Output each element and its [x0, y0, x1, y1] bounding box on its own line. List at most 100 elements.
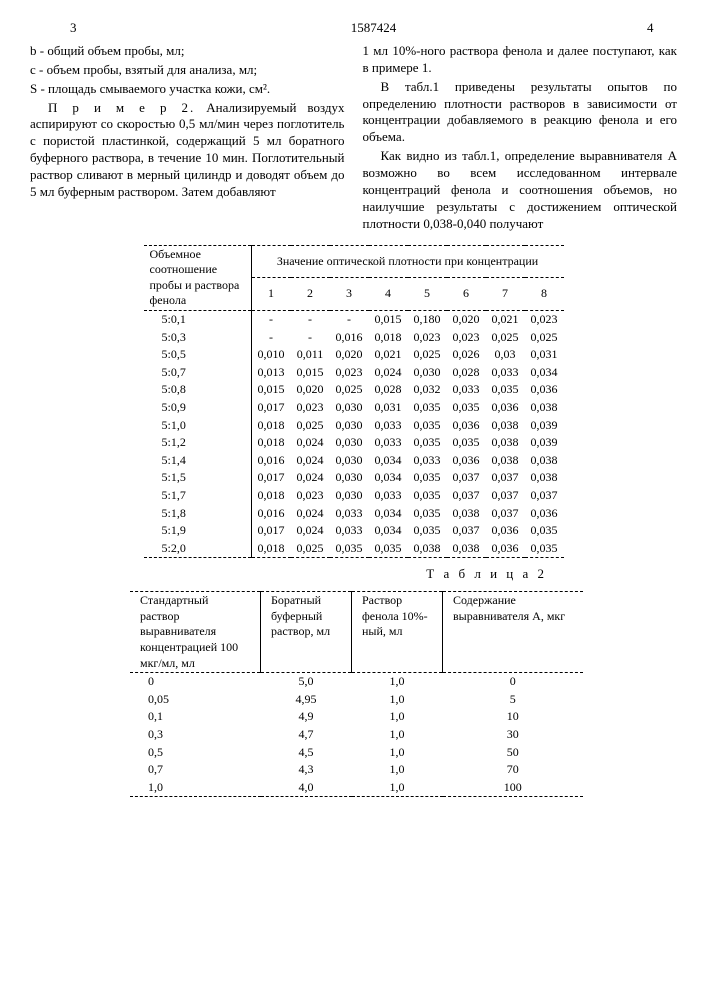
t1-cell: 0,038 [447, 540, 486, 558]
table-row: 5:0,1---0,0150,1800,0200,0210,023 [144, 311, 564, 329]
t1-cell: 0,034 [525, 364, 564, 382]
t2-header: Боратный буферный раствор, мл [261, 592, 352, 673]
t1-cell: 0,025 [486, 329, 525, 347]
t1-cell: - [251, 311, 291, 329]
page-number-right: 4 [647, 20, 677, 37]
t1-rowhead: 5:0,5 [144, 346, 252, 364]
t1-col-6: 6 [447, 278, 486, 311]
t1-cell: 0,013 [251, 364, 291, 382]
t1-rowhead: 5:0,3 [144, 329, 252, 347]
t1-cell: 0,024 [291, 469, 330, 487]
t1-cell: 0,033 [330, 505, 369, 523]
t2-cell: 4,95 [261, 691, 352, 709]
t1-cell: 0,033 [408, 452, 447, 470]
t1-cell: 0,017 [251, 469, 291, 487]
t1-cell: 0,025 [408, 346, 447, 364]
t1-cell: 0,031 [369, 399, 408, 417]
t1-rowhead: 5:0,8 [144, 381, 252, 399]
t1-cell: 0,023 [291, 399, 330, 417]
t1-cell: 0,025 [291, 540, 330, 558]
t1-col-7: 7 [486, 278, 525, 311]
t2-cell: 50 [443, 744, 584, 762]
t1-cell: 0,038 [447, 505, 486, 523]
t1-cell: 0,018 [251, 434, 291, 452]
table-row: 0,054,951,05 [130, 691, 583, 709]
t1-rowhead: 5:1,0 [144, 417, 252, 435]
t1-cell: 0,037 [447, 469, 486, 487]
t1-rowhead: 5:1,7 [144, 487, 252, 505]
t1-cell: 0,036 [486, 540, 525, 558]
t1-cell: 0,018 [369, 329, 408, 347]
t1-cell: 0,031 [525, 346, 564, 364]
t1-cell: 0,180 [408, 311, 447, 329]
text-columns: b - общий объем пробы, мл; c - объем про… [30, 43, 677, 235]
table-row: 5:0,70,0130,0150,0230,0240,0300,0280,033… [144, 364, 564, 382]
t1-cell: 0,011 [291, 346, 330, 364]
t2-cell: 1,0 [352, 673, 443, 691]
t1-cell: 0,034 [369, 469, 408, 487]
t2-header: Содержание выравнивателя А, мкг [443, 592, 584, 673]
t1-cell: 0,038 [525, 399, 564, 417]
t1-col-4: 4 [369, 278, 408, 311]
table-row: 5:1,50,0170,0240,0300,0340,0350,0370,037… [144, 469, 564, 487]
right-p2: В табл.1 приведены результаты опытов по … [363, 79, 678, 147]
header-row: 3 1587424 4 [30, 20, 677, 37]
t1-col-8: 8 [525, 278, 564, 311]
t2-cell: 0,5 [130, 744, 261, 762]
table-1: Объемное соотношение пробы и раствора фе… [144, 245, 564, 559]
t2-header: Раствор фенола 10%-ный, мл [352, 592, 443, 673]
t1-rowhead: 5:0,7 [144, 364, 252, 382]
t1-rowhead: 5:0,1 [144, 311, 252, 329]
t1-cell: 0,024 [291, 452, 330, 470]
t2-cell: 5,0 [261, 673, 352, 691]
table-1-body: 5:0,1---0,0150,1800,0200,0210,0235:0,3--… [144, 311, 564, 558]
t1-cell: 0,015 [369, 311, 408, 329]
t1-cell: 0,037 [447, 522, 486, 540]
t1-cell: 0,016 [330, 329, 369, 347]
table-row: 5:2,00,0180,0250,0350,0350,0380,0380,036… [144, 540, 564, 558]
table-row: 1,04,01,0100 [130, 779, 583, 797]
t1-cell: 0,033 [486, 364, 525, 382]
table-row: 0,74,31,070 [130, 761, 583, 779]
t1-cell: 0,028 [447, 364, 486, 382]
t2-cell: 4,3 [261, 761, 352, 779]
t1-header-right: Значение оптической плотности при концен… [251, 245, 564, 278]
t1-rowhead: 5:1,5 [144, 469, 252, 487]
t2-cell: 0 [443, 673, 584, 691]
t2-cell: 4,7 [261, 726, 352, 744]
table-row: 5:0,3--0,0160,0180,0230,0230,0250,025 [144, 329, 564, 347]
t1-cell: - [330, 311, 369, 329]
t1-cell: 0,038 [486, 434, 525, 452]
t1-cell: 0,018 [251, 540, 291, 558]
left-column: b - общий объем пробы, мл; c - объем про… [30, 43, 345, 235]
t1-cell: 0,037 [486, 469, 525, 487]
def-c: c - объем пробы, взятый для анализа, мл; [30, 62, 345, 79]
t2-cell: 5 [443, 691, 584, 709]
document-number: 1587424 [100, 20, 647, 37]
t1-cell: 0,035 [525, 540, 564, 558]
table-row: 0,34,71,030 [130, 726, 583, 744]
t1-cell: 0,023 [291, 487, 330, 505]
t1-cell: 0,015 [251, 381, 291, 399]
example-label: П р и м е р 2. [48, 100, 195, 115]
t1-cell: 0,037 [447, 487, 486, 505]
table-row: 5:1,20,0180,0240,0300,0330,0350,0350,038… [144, 434, 564, 452]
t1-cell: 0,024 [291, 434, 330, 452]
t2-cell: 4,5 [261, 744, 352, 762]
page-number-left: 3 [30, 20, 100, 37]
t1-cell: 0,034 [369, 452, 408, 470]
t1-cell: 0,033 [330, 522, 369, 540]
t1-cell: 0,023 [525, 311, 564, 329]
t1-cell: 0,025 [330, 381, 369, 399]
t1-cell: 0,038 [525, 469, 564, 487]
t2-cell: 1,0 [352, 744, 443, 762]
t2-cell: 1,0 [130, 779, 261, 797]
def-b: b - общий объем пробы, мл; [30, 43, 345, 60]
t1-cell: 0,036 [486, 522, 525, 540]
t1-cell: 0,035 [408, 522, 447, 540]
t1-cell: 0,033 [369, 434, 408, 452]
table-row: 5:0,80,0150,0200,0250,0280,0320,0330,035… [144, 381, 564, 399]
def-s: S - площадь смываемого участка кожи, см²… [30, 81, 345, 98]
t1-rowhead: 5:1,4 [144, 452, 252, 470]
t1-cell: 0,023 [408, 329, 447, 347]
